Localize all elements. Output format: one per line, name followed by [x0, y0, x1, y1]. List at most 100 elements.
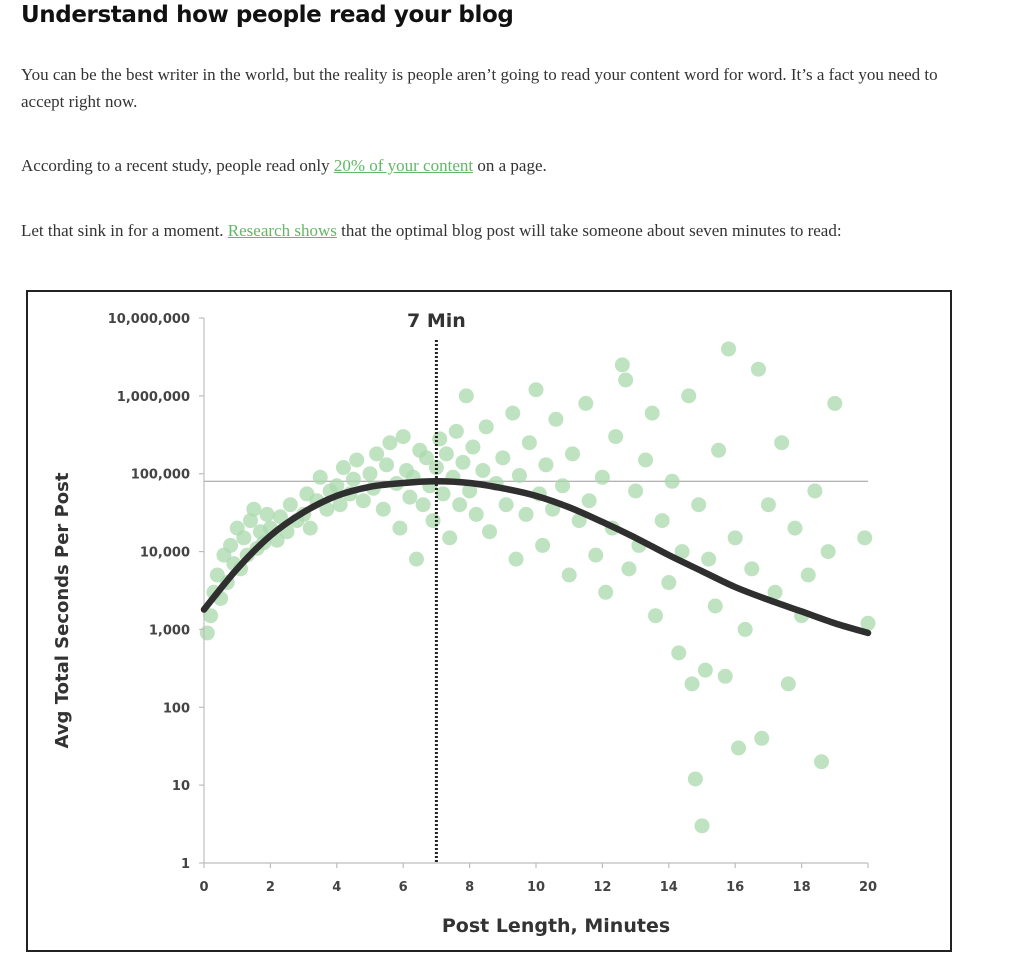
scatter-point [282, 497, 298, 513]
scatter-point [335, 460, 351, 476]
scatter-point [548, 411, 564, 427]
scatter-point [807, 483, 823, 499]
scatter-point [259, 506, 275, 522]
scatter-point [482, 524, 498, 540]
scatter-point [648, 608, 664, 624]
study-link[interactable]: 20% of your content [333, 156, 474, 175]
scatter-point [644, 405, 660, 421]
scatter-point [425, 513, 441, 529]
scatter-point [435, 486, 451, 502]
scatter-point [774, 435, 790, 451]
scatter-point [578, 395, 594, 411]
scatter-point [465, 439, 481, 455]
scatter-point [448, 423, 464, 439]
scatter-point [654, 513, 670, 529]
scatter-point [800, 567, 816, 583]
scatter-point [681, 388, 697, 404]
scatter-point [511, 467, 527, 483]
scatter-point [428, 460, 444, 476]
scatter-point [528, 382, 544, 398]
scatter-point [661, 575, 677, 591]
study-text-before: According to a recent study, people read… [21, 156, 334, 175]
x-axis-title: Post Length, Minutes [442, 915, 670, 937]
scatter-point [717, 668, 733, 684]
scatter-point [402, 489, 418, 505]
scatter-point [754, 730, 770, 746]
scatter-point [787, 520, 803, 536]
scatter-point [375, 501, 391, 517]
scatter-point [408, 551, 424, 567]
scatter-point [694, 818, 710, 834]
scatter-point [538, 457, 554, 473]
x-tick-label: 18 [793, 880, 811, 895]
scatter-point [598, 584, 614, 600]
scatter-point [588, 547, 604, 563]
x-tick-label: 8 [465, 880, 474, 895]
y-tick-label: 1,000 [149, 623, 190, 638]
y-tick-label: 1 [181, 857, 190, 872]
scatter-point [860, 615, 876, 631]
y-tick-label: 10,000,000 [108, 312, 190, 327]
scatter-point [767, 584, 783, 600]
scatter-point [438, 446, 454, 462]
scatter-point [555, 478, 571, 494]
scatter-point [711, 442, 727, 458]
scatter-point [638, 452, 654, 468]
x-tick-label: 6 [399, 880, 408, 895]
scatter-point [452, 497, 468, 513]
scatter-point [455, 454, 471, 470]
scatter-point [691, 497, 707, 513]
scatter-point [203, 608, 219, 624]
scatter-point [508, 551, 524, 567]
scatter-point [355, 493, 371, 509]
x-tick-label: 20 [859, 880, 877, 895]
research-text-after: that the optimal blog post will take som… [336, 221, 842, 240]
y-axis-title: Avg Total Seconds Per Post [52, 472, 73, 748]
scatter-point [814, 754, 830, 770]
scatter-point [395, 429, 411, 445]
scatter-point [744, 561, 760, 577]
scatter-point [505, 405, 521, 421]
scatter-point [701, 551, 717, 567]
scatter-point [535, 537, 551, 553]
scatter-point [621, 561, 637, 577]
scatter-point [614, 357, 630, 373]
scatter-point [737, 621, 753, 637]
scatter-point [565, 446, 581, 462]
scatter-point [521, 435, 537, 451]
y-tick-label: 10 [172, 779, 190, 794]
scatter-point [594, 469, 610, 485]
study-paragraph: According to a recent study, people read… [21, 152, 961, 179]
scatter-point [581, 493, 597, 509]
research-link[interactable]: Research shows [227, 221, 337, 240]
scatter-point [475, 462, 491, 478]
scatter-point [721, 341, 737, 357]
scatter-point [223, 537, 239, 553]
scatter-point [442, 530, 458, 546]
scatter-point [760, 497, 776, 513]
scatter-point [571, 513, 587, 529]
scatter-point [671, 645, 687, 661]
scatter-point [731, 740, 747, 756]
scatter-point [332, 497, 348, 513]
x-tick-label: 2 [266, 880, 275, 895]
scatter-point [618, 372, 634, 388]
y-tick-label: 10,000 [140, 546, 190, 561]
scatter-point [727, 530, 743, 546]
scatter-point [687, 771, 703, 787]
scatter-point [458, 388, 474, 404]
scatter-point [518, 506, 534, 522]
y-tick-label: 100 [163, 701, 190, 716]
scatter-point [379, 457, 395, 473]
x-tick-label: 16 [726, 880, 744, 895]
scatter-point [369, 446, 385, 462]
x-tick-label: 14 [660, 880, 678, 895]
scatter-point [302, 520, 318, 536]
scatter-point [236, 530, 252, 546]
article-heading: Understand how people read your blog [21, 2, 514, 28]
scatter-point [199, 625, 215, 641]
chart-figure: 1 10 100 1,000 10,000 100,000 1,000,000 10,000,… [26, 290, 952, 952]
scatter-point [674, 544, 690, 560]
study-text-after: on a page. [473, 156, 547, 175]
scatter-point [697, 662, 713, 678]
